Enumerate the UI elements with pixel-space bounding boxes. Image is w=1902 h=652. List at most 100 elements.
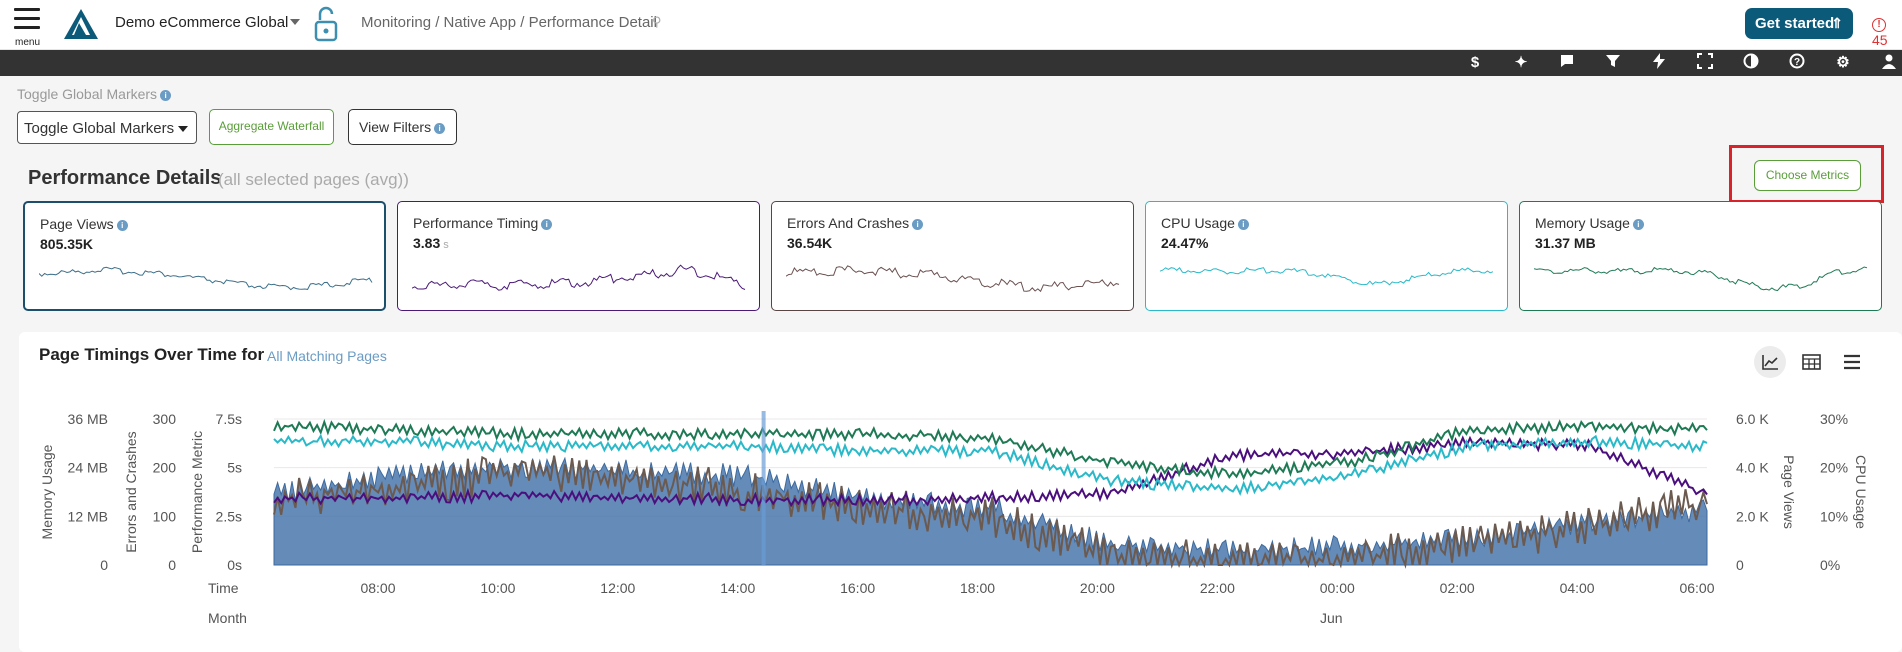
logo-icon[interactable] [62,7,100,41]
sparkline-path [1534,266,1868,292]
all-matching-pages-link[interactable]: All Matching Pages [267,348,387,364]
view-filters-button[interactable]: View Filters i [348,109,457,145]
global-marker [761,411,766,565]
y-tick-label: 2.0 K [1736,508,1769,524]
x-tick-label: 14:00 [720,580,755,596]
metric-card-performance-timing[interactable]: Performance Timing i 3.83 s [397,201,760,311]
unlock-icon[interactable] [314,6,338,42]
info-icon: i [541,218,553,230]
metric-card-memory-usage[interactable]: Memory Usage i 31.37 MB [1519,201,1882,311]
more-menu-button[interactable] [1836,346,1868,378]
y-tick-label: 30% [1820,411,1848,427]
filter-icon[interactable] [1603,53,1623,73]
sparkline [1160,267,1494,286]
metric-card-title: Performance Timing i [413,215,553,231]
user-icon[interactable] [1879,53,1899,73]
y-tick-label: 24 MB [68,460,108,476]
y-tick-label: 7.5s [216,411,242,427]
y-tick-label: 300 [153,411,177,427]
timings-title: Page Timings Over Time for [39,345,265,364]
line-chart-icon [1762,355,1778,370]
gear-icon[interactable]: ⚙ [1836,54,1850,71]
sparkline [786,265,1120,293]
sparkline-path [1160,267,1494,286]
y-axis-label: Performance Metric [189,431,205,553]
chat-icon[interactable] [1557,53,1577,73]
info-icon: i [434,122,446,134]
x-secondary-label: Month [208,610,247,626]
series-line [273,433,1708,496]
help-icon[interactable]: ? [1787,53,1807,73]
y-tick-label: 0 [100,557,108,573]
timings-chart-svg: 36 MB 24 MB 12 MB 0 Memory Usage 300 200 100 0 Er… [39,411,1869,626]
x-tick-label: 12:00 [600,580,635,596]
metric-card-value: 3.83 s [413,235,449,251]
get-started-label: Get started [1755,15,1835,32]
sparkline [39,266,373,291]
alert-badge[interactable]: !45 [1872,14,1902,48]
line-chart-view-button[interactable] [1754,346,1786,378]
metric-card-title: Errors And Crashes i [787,215,924,231]
y-axis-label: Page Views [1781,455,1797,529]
contrast-icon[interactable] [1741,53,1761,73]
y-axis-label: Memory Usage [39,444,55,539]
pin-icon[interactable]: ⚲ [652,14,662,29]
y-tick-label: 20% [1820,460,1848,476]
dollar-icon[interactable]: $ [1470,54,1480,71]
metric-card-page-views[interactable]: Page Views i 805.35K [23,201,386,311]
sparkline [1534,266,1868,292]
fullscreen-icon[interactable] [1695,53,1715,73]
x-tick-label: 18:00 [960,580,995,596]
x-tick-label: 16:00 [840,580,875,596]
metric-card-cpu-usage[interactable]: CPU Usage i 24.47% [1145,201,1508,311]
series-line [273,455,1708,569]
menu-button[interactable]: menu [12,8,44,48]
chevron-down-icon[interactable] [290,19,300,25]
bolt-icon[interactable] [1649,53,1669,73]
x-tick-label: 08:00 [360,580,395,596]
y-axis-label: Errors and Crashes [123,431,139,552]
metric-card-value: 31.37 MB [1535,235,1596,251]
x-tick-label: 22:00 [1200,580,1235,596]
y-tick-label: 2.5s [216,508,242,524]
menu-label: menu [15,37,41,48]
tool-bar: $ ✦ ? ⚙ [0,50,1902,76]
y-tick-label: 4.0 K [1736,460,1769,476]
timings-chart: 36 MB 24 MB 12 MB 0 Memory Usage 300 200 100 0 Er… [0,395,1902,635]
svg-text:?: ? [1794,57,1800,68]
y-tick-label: 12 MB [68,508,108,524]
org-name[interactable]: Demo eCommerce Global [115,14,289,31]
chevron-down-icon [178,126,188,132]
choose-metrics-button[interactable]: Choose Metrics [1754,160,1861,191]
info-icon: i [1632,218,1644,230]
metric-card-value: 24.47% [1161,235,1209,251]
x-tick-label: 10:00 [480,580,515,596]
breadcrumb[interactable]: Monitoring / Native App / Performance De… [361,14,657,31]
table-view-button[interactable] [1795,346,1827,378]
performance-title: Performance Details [28,167,222,189]
metric-card-errors-and-crashes[interactable]: Errors And Crashes i 36.54K [771,201,1134,311]
series-line [273,418,1708,481]
x-tick-label: 04:00 [1560,580,1595,596]
y-tick-label: 36 MB [68,411,108,427]
y-tick-label: 0% [1820,557,1840,573]
x-axis-label: Time [208,580,239,596]
performance-subtitle: (all selected pages (avg)) [218,170,409,189]
aggregate-waterfall-button[interactable]: Aggregate Waterfall [209,109,334,145]
x-tick-label: 20:00 [1080,580,1115,596]
sparkle-icon[interactable]: ✦ [1514,54,1528,71]
info-icon[interactable]: i [160,89,172,101]
metric-card-value: 36.54K [787,235,833,251]
y-tick-label: 100 [153,508,177,524]
rocket-icon: ⇑ [1831,15,1843,31]
info-icon: i [1237,218,1249,230]
sparkline-path [39,266,373,291]
toggle-markers-select[interactable]: Toggle Global Markers [17,111,197,144]
get-started-button[interactable]: Get started ⇑ [1745,8,1853,39]
x-tick-label: 02:00 [1440,580,1475,596]
toggle-markers-label: Toggle Global Markers i [17,86,172,102]
toggle-markers-text: Toggle Global Markers [17,86,158,102]
table-icon [1802,354,1821,370]
x-tick-label: 06:00 [1679,580,1714,596]
select-value: Toggle Global Markers [24,120,175,137]
